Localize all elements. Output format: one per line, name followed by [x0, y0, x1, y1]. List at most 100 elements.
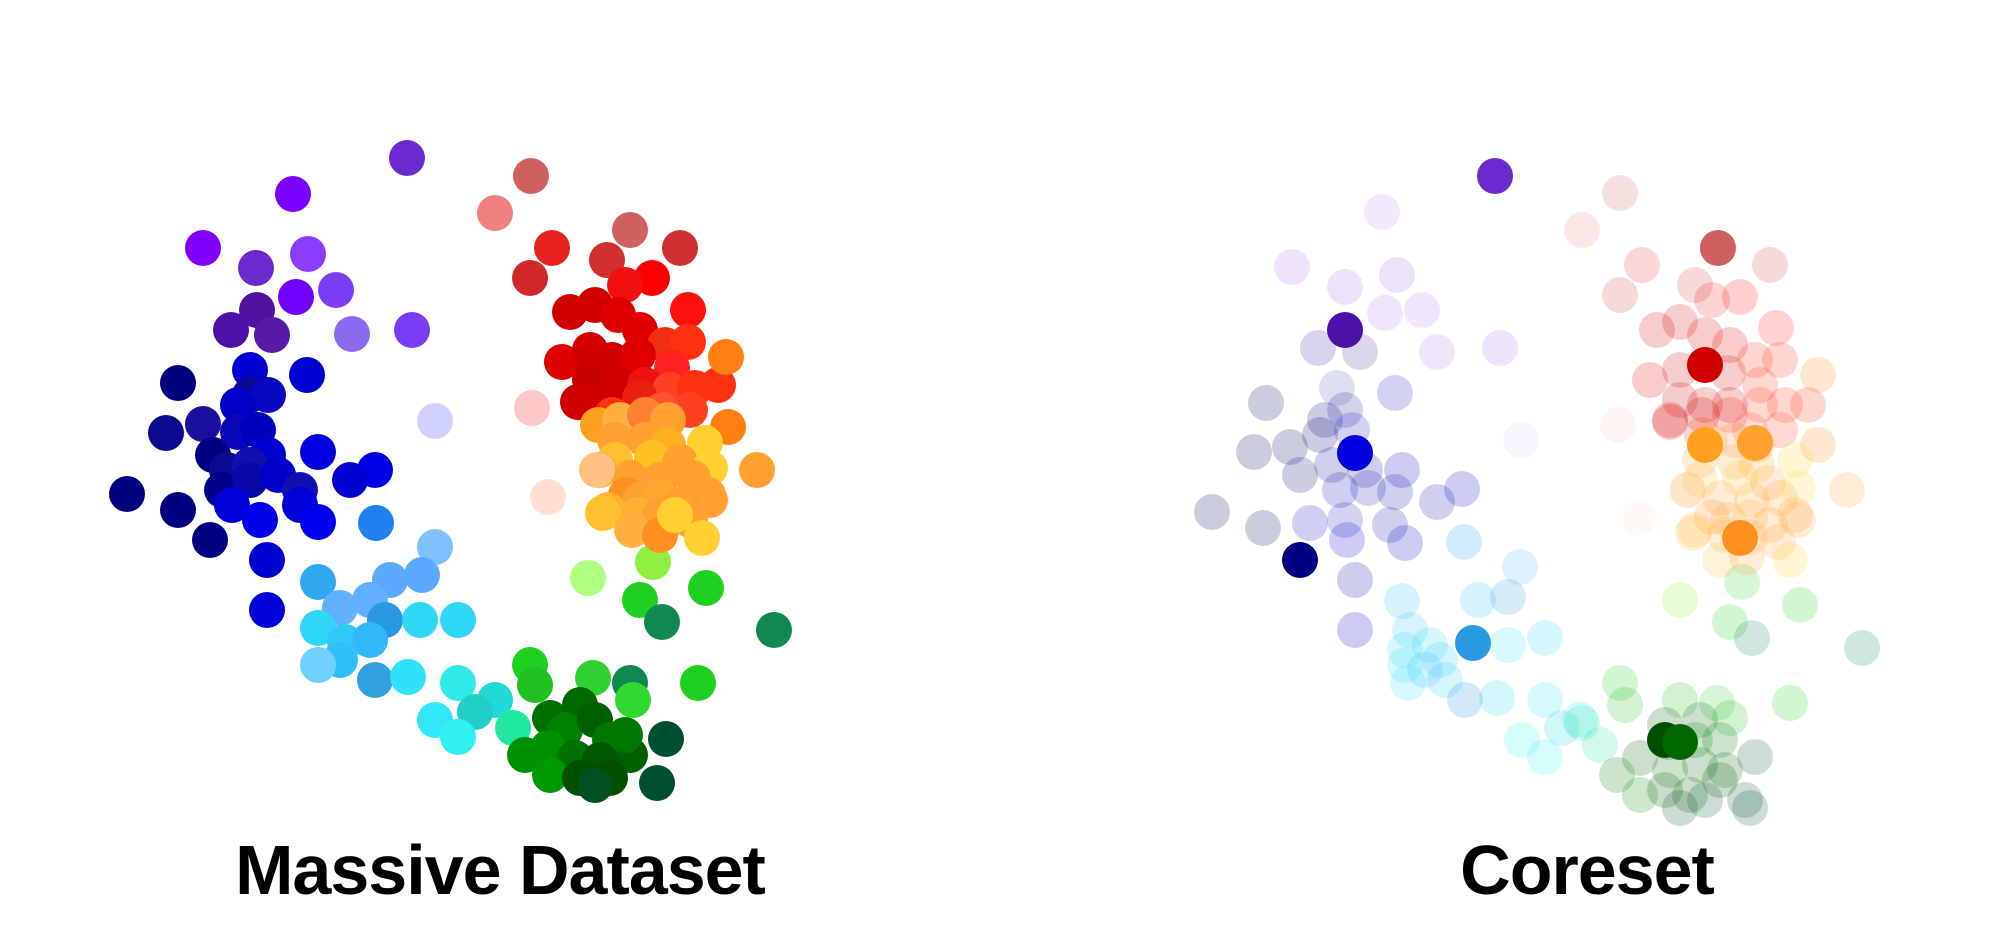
coreset-point-54: [1527, 682, 1563, 718]
coreset-point-70: [1702, 722, 1738, 758]
coreset-point-34: [1387, 525, 1423, 561]
dataset-point-130: [514, 390, 550, 426]
coreset-point-66: [1772, 685, 1808, 721]
coreset-point-47: [1407, 652, 1443, 688]
coreset-point-160: [1477, 158, 1513, 194]
coreset-point-37: [1446, 524, 1482, 560]
coreset-point-7: [1482, 330, 1518, 366]
coreset-point-98: [1722, 279, 1758, 315]
coreset-point-89: [1782, 587, 1818, 623]
dataset-point-33: [109, 476, 145, 512]
coreset-point-139: [1670, 472, 1706, 508]
dataset-point-107: [670, 292, 706, 328]
coreset-point-23: [1322, 472, 1358, 508]
coreset-point-166: [1662, 724, 1698, 760]
coreset-point-168: [1687, 347, 1723, 383]
coreset-point-1: [1274, 249, 1310, 285]
dataset-point-9: [254, 317, 290, 353]
coreset-point-42: [1392, 612, 1428, 648]
dataset-point-5: [278, 279, 314, 315]
dataset-point-24: [300, 434, 336, 470]
coreset-point-127: [1503, 422, 1539, 458]
dataset-point-67: [575, 660, 611, 696]
coreset-point-84: [1732, 790, 1768, 826]
coreset-point-112: [1687, 387, 1723, 423]
coreset-point-142: [1762, 480, 1798, 516]
coreset-point-144: [1669, 472, 1705, 508]
dataset-point-70: [680, 665, 716, 701]
coreset-point-145: [1829, 472, 1865, 508]
dataset-point-96: [534, 230, 570, 266]
coreset-point-62: [1607, 687, 1643, 723]
coreset-point-50: [1527, 620, 1563, 656]
dataset-point-19: [148, 415, 184, 451]
dataset-point-81: [507, 737, 543, 773]
dataset-point-17: [185, 406, 221, 442]
dataset-point-124: [700, 367, 736, 403]
coreset-point-138: [1780, 470, 1816, 506]
dataset-point-42: [358, 505, 394, 541]
coreset-point-28: [1194, 494, 1230, 530]
coreset-point-111: [1662, 382, 1698, 418]
massive-dataset-scatter: [109, 140, 792, 803]
dataset-point-92: [644, 604, 680, 640]
coreset-point-80: [1702, 762, 1738, 798]
coreset-point-143: [1777, 497, 1813, 533]
coreset-point-30: [1292, 505, 1328, 541]
coreset-point-90: [1734, 620, 1770, 656]
coreset-point-125: [1800, 427, 1836, 463]
coreset-point-46: [1427, 662, 1463, 698]
coreset-point-27: [1444, 471, 1480, 507]
coreset-point-86: [1662, 582, 1698, 618]
coreset-point-51: [1479, 680, 1515, 716]
coreset-point-161: [1327, 312, 1363, 348]
coreset-point-163: [1282, 542, 1318, 578]
coreset-point-71: [1622, 740, 1658, 776]
coreset-point-14: [1327, 392, 1363, 428]
coreset-point-88: [1712, 604, 1748, 640]
coreset-point-156: [1772, 542, 1808, 578]
coreset-point-78: [1647, 772, 1683, 808]
coreset-point-31: [1327, 502, 1363, 538]
coreset-point-79: [1672, 777, 1708, 813]
coreset-point-92: [1602, 175, 1638, 211]
dataset-point-51: [440, 602, 476, 638]
coreset-point-106: [1762, 342, 1798, 378]
coreset-point-87: [1724, 564, 1760, 600]
coreset-point-45: [1387, 632, 1423, 668]
dataset-point-40: [249, 542, 285, 578]
dataset-point-64: [495, 710, 531, 746]
coreset-point-155: [1675, 515, 1711, 551]
dataset-point-3: [238, 250, 274, 286]
coreset-point-56: [1504, 722, 1540, 758]
dataset-point-164: [530, 479, 566, 515]
coreset-point-55: [1562, 702, 1598, 738]
dataset-point-110: [544, 344, 580, 380]
coreset-point-24: [1350, 470, 1386, 506]
coreset-point-43: [1412, 627, 1448, 663]
coreset-scatter: [1194, 158, 1880, 826]
coreset-point-59: [1564, 705, 1600, 741]
coreset-point-97: [1752, 247, 1788, 283]
coreset-point-5: [1404, 292, 1440, 328]
coreset-point-76: [1599, 757, 1635, 793]
dataset-point-99: [612, 212, 648, 248]
dataset-point-128: [708, 339, 744, 375]
dataset-point-131: [417, 403, 453, 439]
coreset-point-140: [1702, 480, 1738, 516]
coreset-point-48: [1387, 647, 1423, 683]
coreset-point-121: [1652, 404, 1688, 440]
coreset-point-94: [1624, 247, 1660, 283]
dataset-point-1: [275, 176, 311, 212]
dataset-point-46: [300, 564, 336, 600]
coreset-point-83: [1727, 782, 1763, 818]
dataset-point-102: [607, 267, 643, 303]
coreset-point-77: [1622, 777, 1658, 813]
dataset-point-63: [440, 719, 476, 755]
coreset-point-170: [1722, 520, 1758, 556]
dataset-point-18: [220, 387, 256, 423]
coreset-point-29: [1245, 510, 1281, 546]
dataset-point-88: [570, 560, 606, 596]
coreset-point-6: [1419, 334, 1455, 370]
